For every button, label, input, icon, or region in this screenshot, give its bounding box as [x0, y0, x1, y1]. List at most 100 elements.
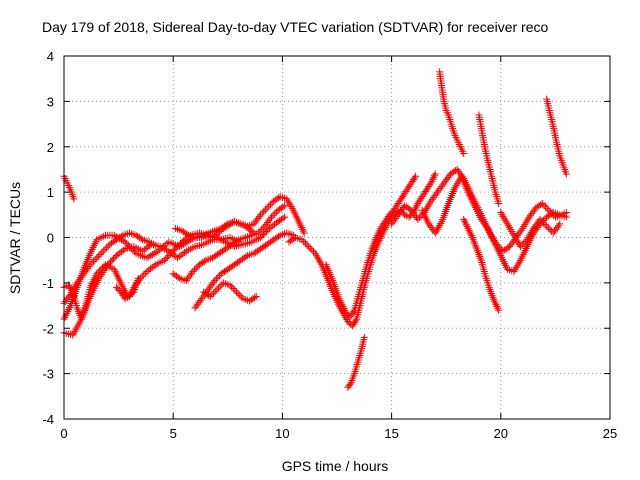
data-point	[426, 222, 434, 230]
data-point	[267, 213, 275, 221]
data-point	[264, 226, 272, 234]
data-point	[85, 263, 93, 271]
x-tick-labels: 0 5 10 15 20 25	[60, 426, 617, 441]
data-point	[430, 194, 438, 202]
data-point	[266, 201, 274, 209]
data-point	[150, 240, 158, 248]
data-point	[123, 240, 131, 248]
data-point	[405, 213, 413, 221]
data-point	[413, 201, 421, 209]
data-point	[305, 243, 313, 251]
data-point	[461, 217, 469, 225]
data-point	[189, 268, 197, 276]
data-point	[185, 273, 193, 281]
data-point	[81, 268, 89, 276]
data-point	[456, 169, 464, 177]
data-point	[256, 227, 264, 235]
data-point	[275, 232, 283, 240]
data-point	[543, 205, 551, 213]
data-point	[393, 213, 401, 221]
data-point	[517, 226, 525, 234]
series-track-19	[543, 95, 570, 178]
data-point	[205, 284, 213, 292]
series-track-20	[497, 209, 564, 251]
data-point	[477, 215, 485, 223]
data-point	[554, 222, 562, 230]
data-point	[516, 228, 524, 236]
data-point	[107, 258, 115, 266]
data-point	[93, 254, 101, 262]
data-point	[174, 273, 182, 281]
data-point	[190, 266, 198, 274]
data-point	[491, 299, 499, 307]
data-point	[461, 219, 469, 227]
data-point	[119, 246, 127, 254]
data-point	[206, 292, 214, 300]
data-point	[236, 291, 244, 299]
data-point	[279, 203, 287, 211]
data-point	[539, 219, 547, 227]
data-point	[460, 150, 468, 158]
y-tick-label: 1	[47, 185, 54, 200]
data-point	[163, 253, 171, 261]
data-point	[426, 181, 434, 189]
data-point	[182, 277, 190, 285]
y-tick-labels: -4 -3 -2 -1 0 1 2 3 4	[42, 49, 54, 427]
data-point	[464, 224, 472, 232]
series-track-07	[169, 202, 289, 285]
data-point	[207, 282, 215, 290]
data-point	[262, 227, 270, 235]
data-point	[192, 302, 200, 310]
data-point	[306, 244, 314, 252]
data-point	[99, 247, 107, 255]
series-track-16	[436, 68, 468, 158]
y-axis-label: SDTVAR / TECUs	[7, 182, 23, 294]
data-point	[480, 219, 488, 227]
data-point	[198, 295, 206, 303]
data-point	[261, 229, 269, 237]
data-point	[392, 214, 400, 222]
data-point	[525, 213, 533, 221]
data-point	[432, 190, 440, 198]
data-point	[507, 241, 515, 249]
data-point	[78, 272, 86, 280]
data-point	[70, 195, 78, 203]
data-point	[194, 300, 202, 308]
data-point	[231, 286, 239, 294]
data-point	[389, 218, 397, 226]
data-point	[259, 224, 267, 232]
data-point	[257, 211, 265, 219]
data-point	[84, 264, 92, 272]
data-point	[165, 252, 173, 260]
data-point	[520, 239, 528, 247]
data-point	[543, 222, 551, 230]
data-point	[254, 229, 262, 237]
data-point	[260, 207, 268, 215]
data-point	[444, 174, 452, 182]
data-point	[94, 268, 102, 276]
data-point	[174, 243, 182, 251]
data-point	[504, 244, 512, 252]
y-tick-label: -2	[42, 321, 54, 336]
x-tick-label: 5	[170, 426, 177, 441]
data-point	[218, 281, 226, 289]
x-axis-label: GPS time / hours	[282, 458, 389, 474]
data-point	[261, 222, 269, 230]
data-point	[308, 246, 316, 254]
data-point	[427, 197, 435, 205]
data-point	[96, 267, 104, 275]
data-point	[439, 181, 447, 189]
data-point	[495, 306, 503, 314]
data-point	[171, 246, 179, 254]
series-track-13	[344, 333, 368, 391]
data-point	[342, 308, 350, 316]
y-tick-label: 2	[47, 140, 54, 155]
data-point	[211, 277, 219, 285]
data-point	[549, 229, 557, 237]
data-point	[228, 283, 236, 291]
data-point	[145, 253, 153, 261]
data-point	[429, 175, 437, 183]
data-point	[453, 165, 461, 173]
data-point	[110, 231, 118, 239]
